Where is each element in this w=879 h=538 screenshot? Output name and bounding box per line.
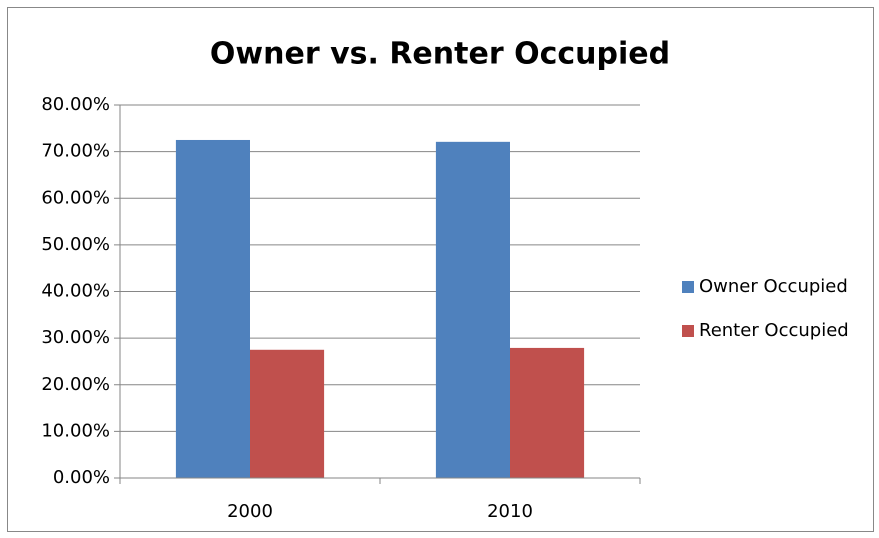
legend-swatch [682,325,694,337]
bar [250,349,325,478]
y-tick-label: 60.00% [41,187,110,208]
y-tick-label: 80.00% [41,94,110,115]
y-tick-label: 70.00% [41,141,110,162]
legend-label: Renter Occupied [699,320,849,341]
y-tick-label: 30.00% [41,327,110,348]
x-tick-label: 2010 [487,501,533,522]
bar [175,139,250,478]
y-tick-label: 10.00% [41,420,110,441]
y-tick-label: 0.00% [53,467,110,488]
legend-swatch [682,281,694,293]
bar [435,141,510,479]
bar [510,347,585,478]
chart-title: Owner vs. Renter Occupied [210,37,670,72]
legend-label: Owner Occupied [699,276,848,297]
y-tick-label: 40.00% [41,281,110,302]
y-tick-label: 50.00% [41,234,110,255]
x-tick-label: 2000 [227,501,273,522]
y-tick-label: 20.00% [41,374,110,395]
